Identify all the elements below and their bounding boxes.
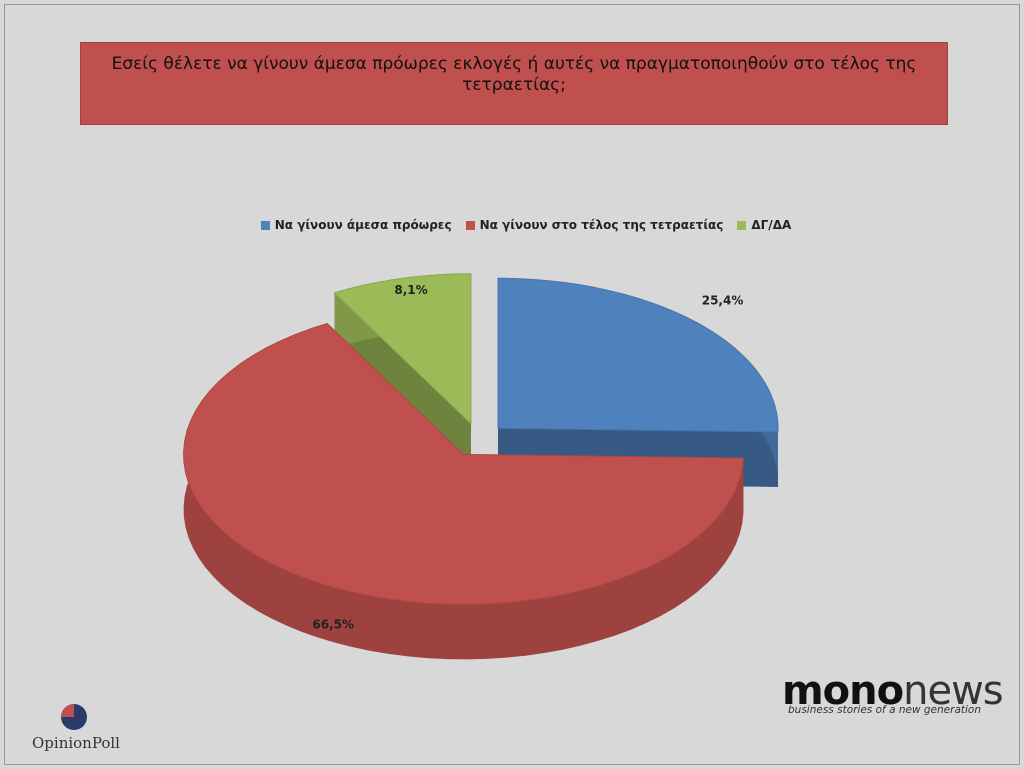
brand-bold: mono [782,668,904,714]
brand-logo: mononews [782,668,1004,714]
data-label: 8,1% [394,283,427,297]
legend-swatch [465,220,475,230]
data-label: 66,5% [312,617,354,631]
legend-item: ΔΓ/ΔΑ [737,218,791,232]
legend-item: Να γίνουν στο τέλος της τετραετίας [465,218,724,232]
slice [333,273,472,425]
logo-icon-part [61,704,74,717]
slice [183,322,744,605]
legend-label: ΔΓ/ΔΑ [751,218,792,232]
legend-swatch [260,220,270,230]
title-box: Εσείς θέλετε να γίνουν άμεσα πρόωρες εκλ… [80,42,948,125]
left-logo: OpinionPoll [32,734,120,752]
tagline: business stories of a new generation [788,704,981,716]
legend-label: Να γίνουν άμεσα πρόωρες [274,218,452,232]
legend: Να γίνουν άμεσα πρόωρες Να γίνουν στο τέλ… [14,218,1024,232]
chart-title: Εσείς θέλετε να γίνουν άμεσα πρόωρες εκλ… [111,53,917,95]
frame [4,4,1020,765]
legend-swatch [737,220,747,230]
brand-light: news [903,668,1004,714]
slice [497,277,779,433]
data-label: 25,4% [702,293,744,307]
legend-item: Να γίνουν άμεσα πρόωρες [260,218,452,232]
legend-label: Να γίνουν στο τέλος της τετραετίας [479,218,724,232]
